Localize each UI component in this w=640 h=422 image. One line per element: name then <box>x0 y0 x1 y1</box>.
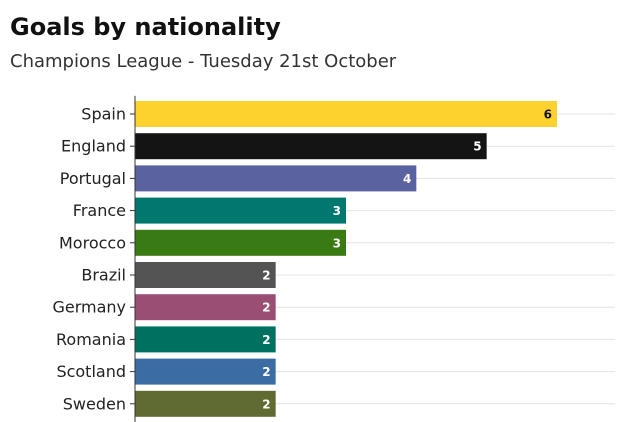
value-label: 2 <box>262 301 270 315</box>
chart-title: Goals by nationality <box>10 13 281 41</box>
category-label: Sweden <box>63 394 126 413</box>
category-label: Brazil <box>81 266 126 285</box>
bar <box>135 358 276 385</box>
bar <box>135 197 346 224</box>
bar <box>135 133 487 160</box>
bar <box>135 101 557 127</box>
value-label: 2 <box>262 397 270 411</box>
value-label: 2 <box>262 333 270 347</box>
category-label: Romania <box>56 330 126 349</box>
bar <box>135 229 346 256</box>
value-label: 3 <box>333 204 341 218</box>
category-label: Germany <box>52 298 126 317</box>
category-label: France <box>73 201 126 220</box>
category-label: Portugal <box>60 169 126 188</box>
bar <box>135 262 276 288</box>
value-label: 2 <box>262 365 270 379</box>
category-label: Spain <box>81 105 126 124</box>
value-label: 4 <box>403 172 411 186</box>
value-label: 6 <box>544 108 552 122</box>
bar <box>135 326 276 353</box>
bar <box>135 390 276 417</box>
category-label: England <box>61 137 126 156</box>
category-label: Morocco <box>59 233 126 252</box>
bar <box>135 294 276 321</box>
value-label: 5 <box>473 140 481 154</box>
category-label: Scotland <box>56 362 126 381</box>
value-label: 3 <box>333 236 341 250</box>
value-label: 2 <box>262 269 270 283</box>
chart-subtitle: Champions League - Tuesday 21st October <box>10 51 397 72</box>
bar <box>135 165 417 192</box>
